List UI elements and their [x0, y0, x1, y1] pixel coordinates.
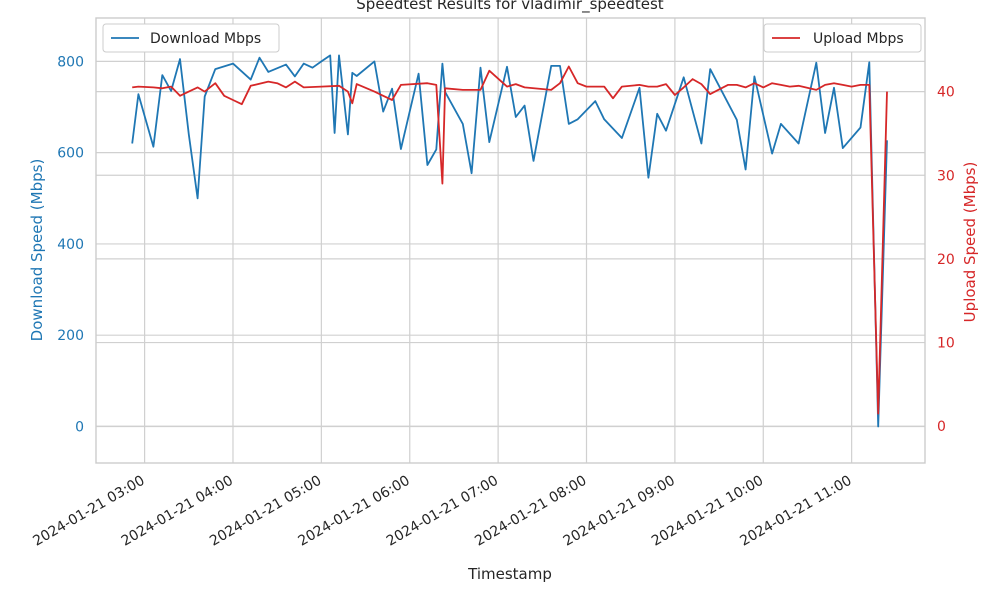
y-tick-label-right: 30	[937, 168, 955, 184]
y-axis-label-left: Download Speed (Mbps)	[28, 159, 46, 342]
y-tick-label-right: 40	[937, 85, 955, 101]
legend-download-label: Download Mbps	[150, 31, 261, 47]
y-tick-label-right: 20	[937, 252, 955, 268]
chart-title: Speedtest Results for vladimir_speedtest	[356, 0, 664, 14]
y-tick-label-right: 0	[937, 419, 946, 435]
y-tick-label-left: 200	[57, 328, 84, 344]
download-series-line	[131, 54, 888, 428]
axes-frame	[95, 17, 926, 464]
y-tick-label-left: 0	[75, 419, 84, 435]
y-tick-label-right: 10	[937, 336, 955, 352]
legend-download: Download Mbps	[102, 23, 280, 53]
legend-upload-box	[763, 23, 922, 53]
plot-frame	[95, 17, 926, 464]
y-tick-label-left: 400	[57, 237, 84, 253]
upload-series-line	[132, 65, 888, 415]
legend-download-box	[102, 23, 280, 53]
legend-upload-label: Upload Mbps	[813, 31, 904, 47]
legend-upload: Upload Mbps	[763, 23, 922, 53]
grid-lines	[96, 18, 925, 463]
y-tick-label-left: 600	[57, 146, 84, 162]
series-lines	[131, 54, 888, 428]
y-axis-label-right: Upload Speed (Mbps)	[961, 162, 979, 323]
x-axis-label: Timestamp	[467, 565, 552, 583]
y-tick-label-left: 800	[57, 54, 84, 70]
